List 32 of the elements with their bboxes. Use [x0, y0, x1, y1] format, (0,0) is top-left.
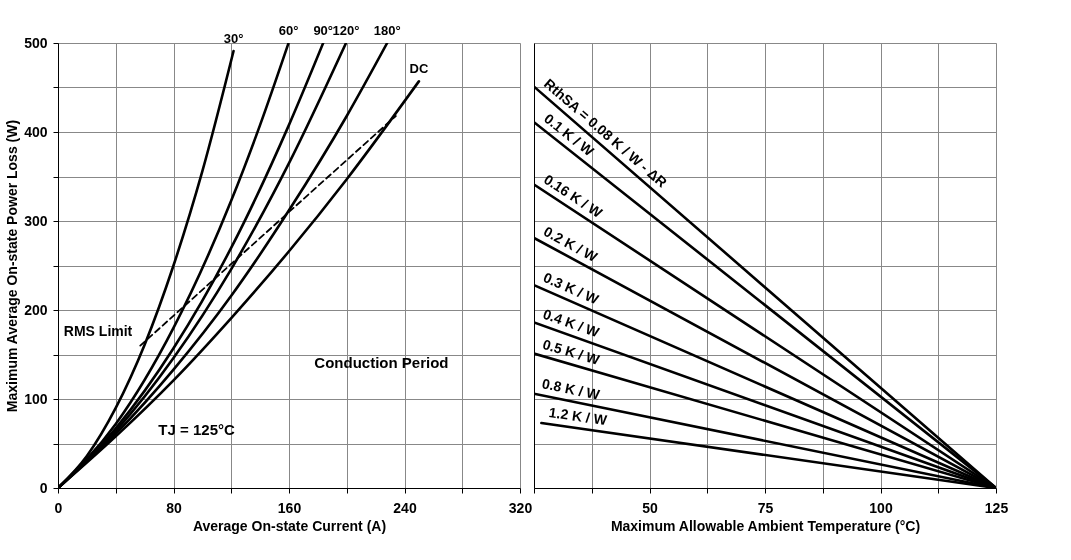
x-tick-label: 320: [508, 499, 533, 516]
annotation: TJ = 125°C: [158, 421, 235, 439]
x-tick-label: 240: [393, 499, 417, 516]
series-label: 30°: [223, 31, 244, 47]
annotation: Conduction Period: [314, 354, 449, 372]
y-axis-title: Maximum Average On-state Power Loss (W): [4, 119, 21, 413]
y-tick-label: 500: [24, 34, 48, 51]
x-tick-label: 0: [54, 499, 63, 516]
text: 0.8 K / W: [540, 375, 602, 403]
x-axis-title: Average On-state Current (A): [192, 517, 387, 534]
x-tick-label: 160: [277, 499, 302, 516]
series-label: 120°: [332, 23, 360, 38]
series-label: RMS Limit: [63, 322, 133, 339]
series-label: DC: [409, 61, 429, 77]
series-label: 180°: [373, 23, 401, 38]
x-tick-label: 80: [166, 499, 182, 516]
x-tick-label: 100: [869, 499, 893, 516]
y-tick-label: 300: [24, 212, 48, 229]
x-axis-title: Maximum Allowable Ambient Temperature (°C): [610, 517, 921, 534]
y-tick-label: 400: [24, 123, 48, 140]
y-tick-label: 0: [39, 479, 48, 496]
text: 0.16 K / W: [541, 171, 606, 222]
series-label: 60°: [278, 23, 299, 38]
y-tick-label: 100: [24, 390, 48, 407]
text: 0.3 K / W: [541, 269, 602, 308]
series-label: 90°: [313, 23, 334, 38]
x-tick-label: 125: [984, 499, 1009, 516]
x-tick-label: 75: [757, 499, 774, 516]
text: 0.2 K / W: [541, 223, 601, 266]
text: 1.2 K / W: [547, 404, 609, 429]
x-tick-label: 50: [642, 499, 658, 516]
y-tick-label: 200: [24, 301, 48, 318]
